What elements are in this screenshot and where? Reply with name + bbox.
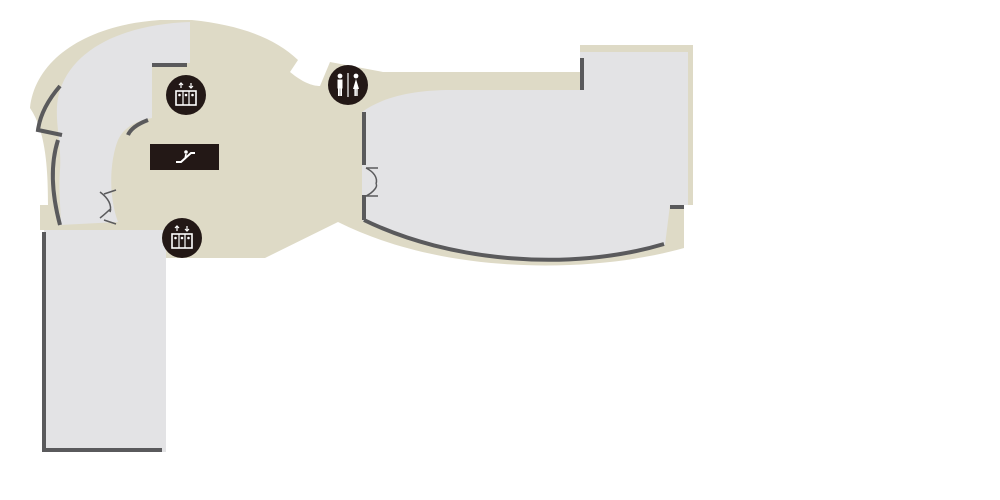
escalator-icon[interactable] bbox=[150, 144, 219, 170]
room-left-curve bbox=[56, 22, 191, 225]
wall-right-room-bottom bbox=[363, 218, 665, 262]
door-icon[interactable] bbox=[99, 189, 117, 225]
room-right-large bbox=[362, 52, 688, 260]
wall-lower-left bbox=[42, 232, 162, 452]
elevator-icon[interactable] bbox=[166, 75, 206, 115]
door-icon[interactable] bbox=[365, 167, 378, 197]
room-lower-left bbox=[44, 230, 166, 452]
wall-left-inner bbox=[50, 139, 62, 226]
walls bbox=[35, 58, 684, 452]
elevator-icon[interactable] bbox=[162, 218, 202, 258]
wall-left-curve-outer bbox=[35, 84, 63, 137]
restroom-icon[interactable] bbox=[328, 65, 368, 105]
rooms bbox=[44, 22, 688, 452]
wall-escalator-curve bbox=[126, 118, 149, 136]
